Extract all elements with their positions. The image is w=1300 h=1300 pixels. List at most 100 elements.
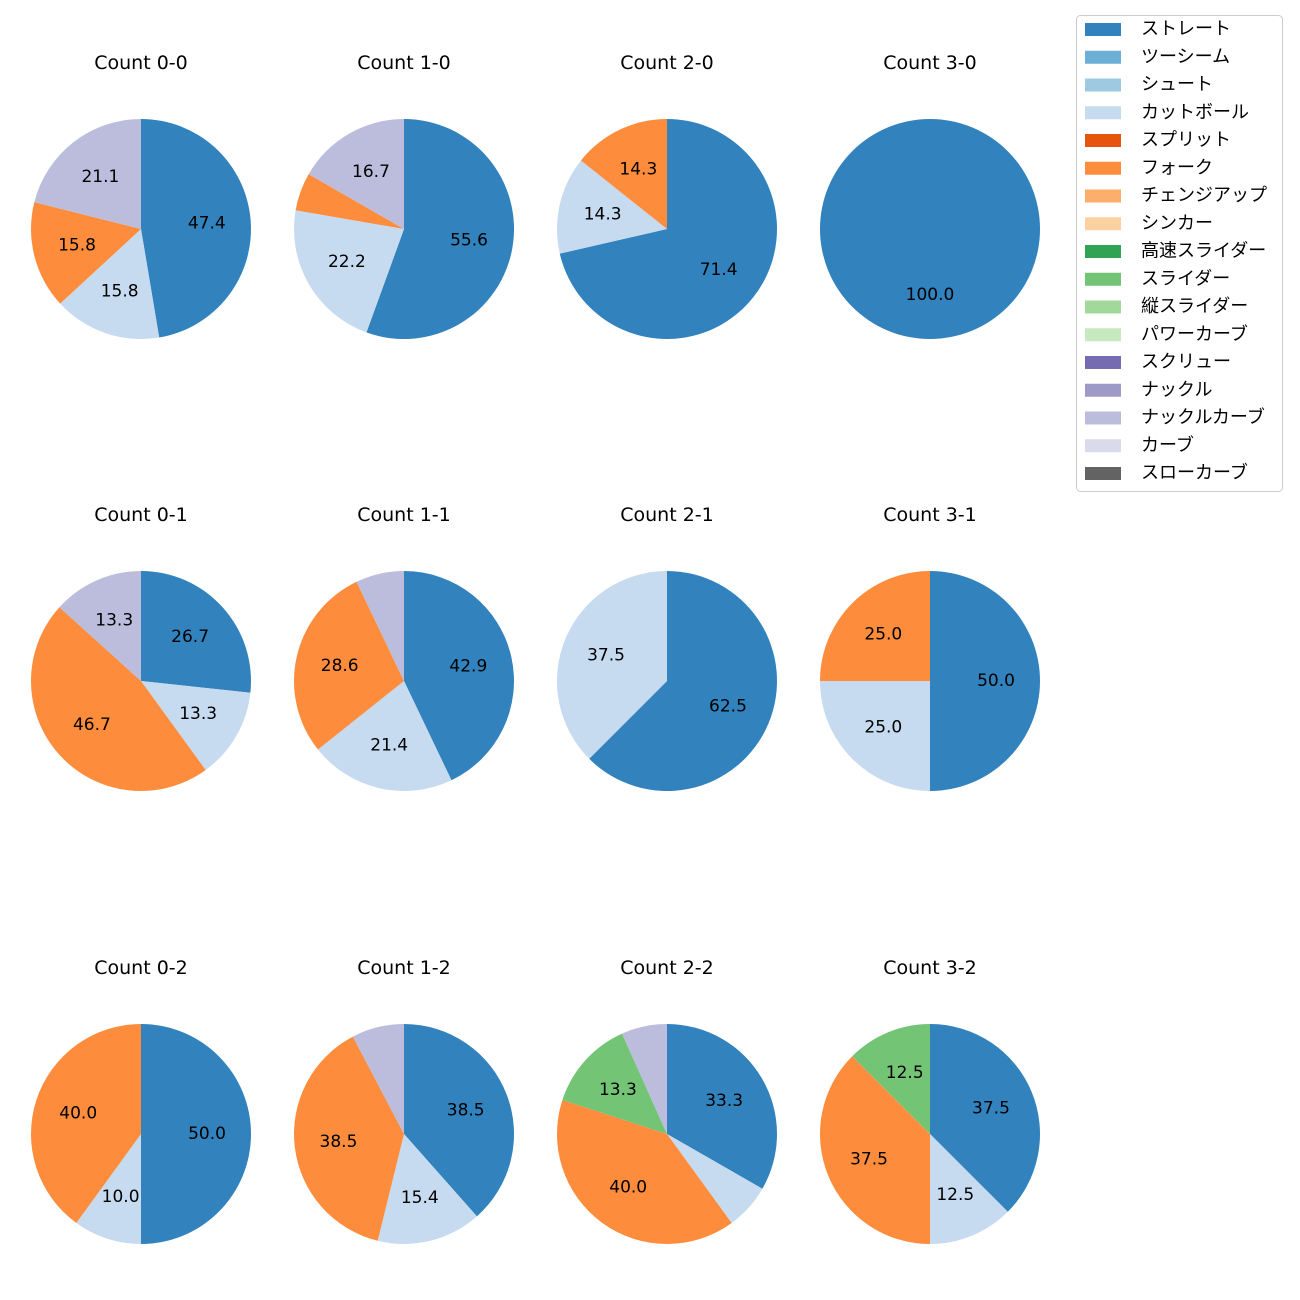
slice-label: 46.7 [73, 715, 111, 735]
pie-slice [356, 571, 404, 681]
pie-slice [820, 1056, 930, 1244]
slice-label: 71.4 [700, 260, 738, 280]
pie-title: Count 2-0 [620, 52, 714, 74]
slice-label: 12.5 [886, 1063, 924, 1083]
pie-title: Count 3-1 [883, 504, 977, 526]
slice-label: 12.5 [936, 1185, 974, 1205]
legend-swatch [1085, 272, 1121, 286]
pie-7: Count 2-1 62.5 37.5 [557, 504, 778, 791]
legend-swatch [1085, 356, 1121, 369]
legend-swatch [1085, 217, 1121, 231]
legend-swatch [1085, 161, 1121, 175]
pie-slice [556, 1100, 732, 1245]
pie-slice [559, 119, 777, 339]
pie-slice [930, 1024, 1040, 1212]
pie-slice [404, 571, 514, 781]
legend-label: ストレート [1141, 19, 1231, 40]
legend-label: スローカーブ [1141, 462, 1248, 484]
legend-swatch [1085, 78, 1121, 92]
legend-swatch [1085, 328, 1121, 342]
legend-item: 高速スライダー [1085, 241, 1266, 262]
legend-item: ナックルカーブ [1085, 406, 1265, 428]
slice-label: 55.6 [450, 230, 488, 250]
legend-label: フォーク [1141, 157, 1213, 178]
pie-slice [60, 229, 160, 339]
pie-slice [930, 571, 1040, 791]
pie-slice [404, 1024, 515, 1217]
pie-2: Count 1-0 55.6 22.2 16.7 [294, 52, 515, 339]
legend-swatch [1085, 411, 1121, 425]
slice-label: 26.7 [171, 627, 209, 647]
slice-label: 33.3 [705, 1091, 743, 1111]
pie-slice [556, 160, 667, 254]
legend-swatch [1085, 50, 1121, 64]
pie-slice [30, 607, 206, 792]
legend-swatch [1085, 23, 1121, 36]
pie-5: Count 0-1 26.7 13.3 46.7 13.3 [30, 504, 251, 792]
slice-label: 38.5 [447, 1101, 485, 1121]
legend-label: 高速スライダー [1141, 241, 1266, 262]
legend-label: カーブ [1141, 434, 1194, 456]
legend-item: ストレート [1085, 19, 1231, 40]
slice-label: 15.4 [401, 1188, 439, 1208]
pie-3: Count 2-0 71.4 14.3 14.3 [556, 52, 777, 339]
pie-slice [589, 571, 778, 791]
slice-label: 28.6 [321, 656, 359, 676]
pie-slice [352, 1024, 404, 1134]
legend-item: カーブ [1085, 434, 1194, 456]
legend-swatch [1085, 245, 1121, 258]
legend-label: スプリット [1141, 130, 1231, 151]
pie-slice [820, 119, 1040, 339]
slice-label: 100.0 [906, 285, 955, 305]
legend-item: スライダー [1085, 268, 1230, 289]
pie-slice [76, 1134, 141, 1244]
pie-6: Count 1-1 42.9 21.4 28.6 [294, 504, 514, 791]
slice-label: 21.4 [370, 735, 408, 755]
pie-slice [667, 1134, 763, 1223]
legend-label: パワーカーブ [1141, 323, 1248, 345]
slice-label: 37.5 [972, 1099, 1010, 1119]
pie-slice [366, 118, 515, 339]
slice-label: 16.7 [352, 162, 390, 182]
pie-title: Count 0-2 [94, 957, 188, 979]
pie-1: Count 0-0 47.4 15.8 15.8 21.1 [30, 52, 251, 339]
slice-label: 14.3 [619, 160, 657, 180]
legend-swatch [1085, 439, 1121, 453]
slice-label: 50.0 [977, 671, 1015, 691]
pie-title: Count 2-1 [620, 504, 714, 526]
pie-slice [377, 1134, 477, 1244]
slice-label: 47.4 [188, 214, 226, 234]
pie-slice [820, 681, 930, 791]
legend-label: 縦スライダー [1141, 296, 1248, 317]
legend-swatch [1085, 134, 1121, 147]
legend-label: シュート [1141, 74, 1213, 95]
legend-item: スプリット [1085, 130, 1231, 151]
legend-item: フォーク [1085, 157, 1213, 178]
slice-label: 38.5 [320, 1132, 358, 1152]
slice-label: 15.8 [101, 281, 139, 301]
pie-title: Count 3-0 [883, 52, 977, 74]
slice-label: 14.3 [584, 204, 622, 224]
slice-label: 13.3 [95, 611, 133, 631]
pie-slice [294, 1036, 404, 1241]
pie-9: Count 0-2 50.0 10.0 40.0 [30, 957, 251, 1244]
slice-label: 50.0 [188, 1124, 226, 1144]
pie-grid: Count 0-0 47.4 15.8 15.8 21.1 Count 1-0 55.6 22… [30, 52, 1040, 1245]
slice-label: 21.1 [81, 167, 119, 187]
legend-label: スクリュー [1141, 352, 1231, 373]
slice-label: 25.0 [864, 624, 902, 644]
legend: ストレートツーシームシュートカットボールスプリットフォークチェンジアップシンカー… [1076, 15, 1283, 492]
legend-item: パワーカーブ [1085, 323, 1248, 345]
legend-item: シンカー [1085, 213, 1213, 234]
pie-slice [141, 681, 251, 770]
legend-item: スクリュー [1085, 352, 1231, 373]
legend-frame [1076, 15, 1283, 492]
pie-title: Count 0-1 [94, 504, 188, 526]
pie-title: Count 1-1 [357, 504, 451, 526]
slice-label: 15.8 [58, 235, 96, 255]
pie-title: Count 0-0 [94, 52, 188, 74]
slice-label: 13.3 [179, 704, 217, 724]
pie-slice [141, 571, 251, 693]
legend-item: チェンジアップ [1085, 185, 1267, 206]
pie-slice [308, 119, 404, 229]
